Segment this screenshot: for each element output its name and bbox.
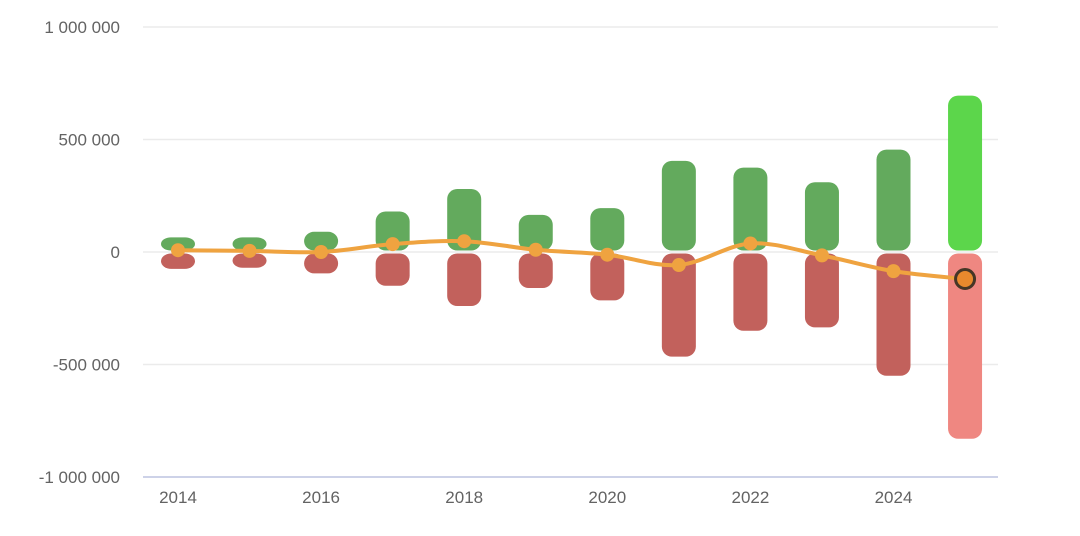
bar-positive-2022[interactable]	[733, 167, 768, 251]
bar-positive-2024[interactable]	[876, 149, 911, 251]
line-point-2022[interactable]	[743, 236, 758, 251]
bar-positive-2018[interactable]	[447, 189, 482, 251]
x-tick-label: 2014	[159, 488, 197, 507]
y-tick-label: -1 000 000	[39, 468, 120, 487]
selected-point-2025[interactable]	[954, 268, 977, 290]
bar-negative-2025[interactable]	[948, 253, 983, 439]
bar-positive-2019[interactable]	[518, 214, 553, 251]
line-point-2023[interactable]	[814, 248, 829, 263]
bar-negative-2021[interactable]	[661, 253, 696, 357]
x-tick-label: 2024	[875, 488, 913, 507]
bar-negative-2014[interactable]	[161, 253, 195, 269]
line-point-2018[interactable]	[457, 234, 472, 249]
x-tick-label: 2022	[731, 488, 769, 507]
bar-positive-2021[interactable]	[661, 160, 696, 251]
line-point-2020[interactable]	[600, 247, 615, 262]
bar-negative-2018[interactable]	[447, 253, 482, 307]
line-point-2019[interactable]	[528, 242, 543, 257]
net-line	[176, 238, 968, 281]
bar-negative-2020[interactable]	[590, 253, 625, 301]
bar-positive-2023[interactable]	[804, 182, 839, 251]
bar-negative-2023[interactable]	[804, 253, 839, 328]
y-tick-label: 1 000 000	[44, 18, 120, 37]
bar-negative-2019[interactable]	[518, 253, 553, 289]
bar-negative-2024[interactable]	[876, 253, 911, 376]
bar-negative-2015[interactable]	[232, 253, 267, 268]
bar-negative-2016[interactable]	[304, 253, 339, 274]
line-point-2024[interactable]	[886, 264, 901, 279]
bar-negative-2022[interactable]	[733, 253, 768, 331]
line-point-2021[interactable]	[671, 258, 686, 273]
line-point-2017[interactable]	[385, 237, 400, 252]
line-point-2015[interactable]	[242, 243, 257, 258]
x-tick-label: 2018	[445, 488, 483, 507]
x-tick-label: 2020	[588, 488, 626, 507]
y-tick-label: 0	[111, 243, 120, 262]
y-tick-label: 500 000	[59, 131, 120, 150]
line-point-2016[interactable]	[314, 245, 329, 259]
bar-negative-2017[interactable]	[375, 253, 410, 286]
x-tick-label: 2016	[302, 488, 340, 507]
bar-positive-2017[interactable]	[375, 211, 410, 251]
bar-positive-2020[interactable]	[590, 208, 625, 251]
line-point-2014[interactable]	[171, 243, 185, 258]
bar-positive-2025[interactable]	[948, 95, 983, 251]
bar-positive-2016[interactable]	[304, 231, 339, 251]
y-tick-label: -500 000	[53, 356, 120, 375]
